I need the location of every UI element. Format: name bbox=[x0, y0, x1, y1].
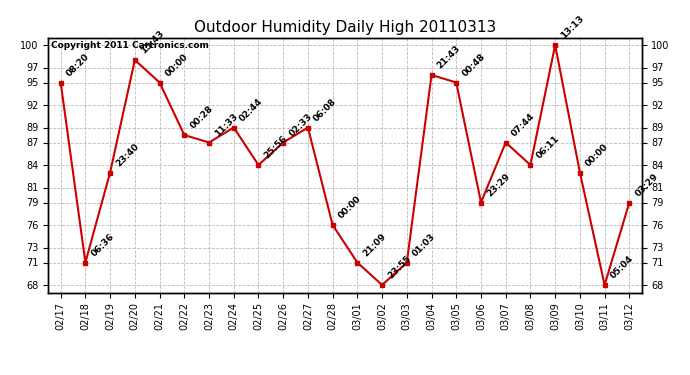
Text: 06:11: 06:11 bbox=[535, 134, 561, 161]
Text: 13:13: 13:13 bbox=[560, 14, 586, 41]
Text: 21:43: 21:43 bbox=[435, 44, 462, 71]
Text: 11:33: 11:33 bbox=[213, 112, 240, 138]
Text: 00:00: 00:00 bbox=[584, 142, 611, 168]
Text: 00:00: 00:00 bbox=[337, 195, 363, 221]
Text: 07:44: 07:44 bbox=[510, 111, 537, 138]
Text: 23:55: 23:55 bbox=[386, 254, 413, 281]
Title: Outdoor Humidity Daily High 20110313: Outdoor Humidity Daily High 20110313 bbox=[194, 20, 496, 35]
Text: Copyright 2011 Cartronics.com: Copyright 2011 Cartronics.com bbox=[51, 41, 209, 50]
Text: 05:04: 05:04 bbox=[609, 254, 635, 281]
Text: 23:29: 23:29 bbox=[485, 172, 512, 198]
Text: 03:29: 03:29 bbox=[633, 172, 660, 198]
Text: 02:33: 02:33 bbox=[287, 112, 314, 138]
Text: 00:00: 00:00 bbox=[164, 52, 190, 78]
Text: 21:09: 21:09 bbox=[362, 232, 388, 258]
Text: 02:44: 02:44 bbox=[238, 97, 264, 123]
Text: 23:40: 23:40 bbox=[115, 142, 141, 168]
Text: 06:08: 06:08 bbox=[312, 97, 339, 123]
Text: 15:43: 15:43 bbox=[139, 29, 166, 56]
Text: 01:03: 01:03 bbox=[411, 232, 437, 258]
Text: 06:36: 06:36 bbox=[90, 232, 116, 258]
Text: 00:28: 00:28 bbox=[188, 104, 215, 131]
Text: 08:20: 08:20 bbox=[65, 52, 91, 78]
Text: 00:48: 00:48 bbox=[460, 52, 487, 78]
Text: 25:56: 25:56 bbox=[263, 134, 289, 161]
